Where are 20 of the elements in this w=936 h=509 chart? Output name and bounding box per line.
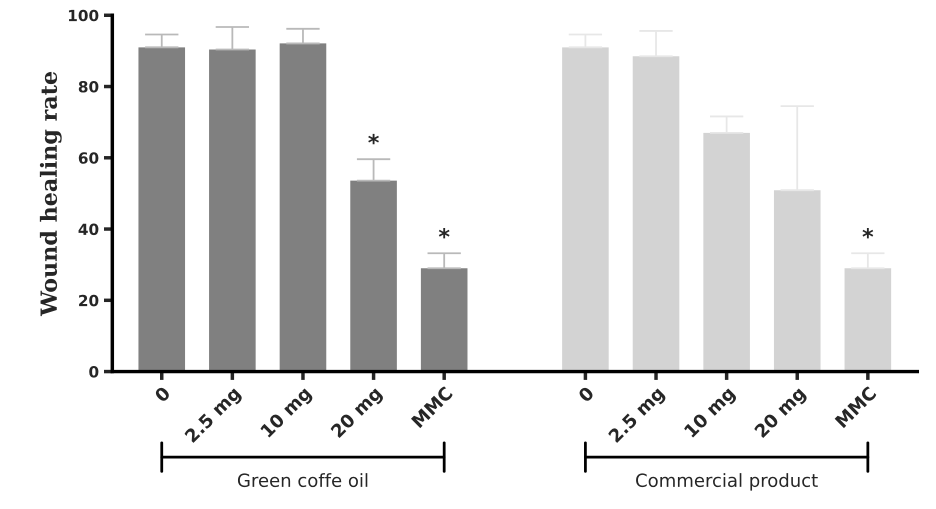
data-label: * (862, 228, 874, 238)
y-tick-label: 100 (68, 10, 98, 22)
text: Commercial product (636, 473, 818, 491)
x-tick-label: 10 mg (260, 386, 314, 440)
x-tick-label: 2.5 mg (608, 386, 668, 446)
x-tick-label: 20 mg (754, 386, 809, 441)
y-tick-label: 60 (78, 152, 98, 164)
y-tick-label: 80 (78, 80, 98, 93)
y-tick-label: 40 (78, 224, 98, 236)
x-tick-label: 10 mg (684, 386, 738, 440)
y-tick-label: 0 (89, 366, 98, 378)
data-label: * (368, 134, 379, 144)
x-tick-label: 0 (577, 386, 595, 403)
x-tick-label: 0 (154, 386, 172, 403)
y-tick-label: 20 (79, 294, 98, 306)
y-axis-title: Wound healing rate (40, 72, 62, 316)
data-label: * (438, 228, 450, 238)
x-tick-label: 2.5 mg (184, 386, 244, 446)
x-tick-label: 20 mg (330, 386, 385, 441)
text: Green coffe oil (238, 473, 368, 488)
